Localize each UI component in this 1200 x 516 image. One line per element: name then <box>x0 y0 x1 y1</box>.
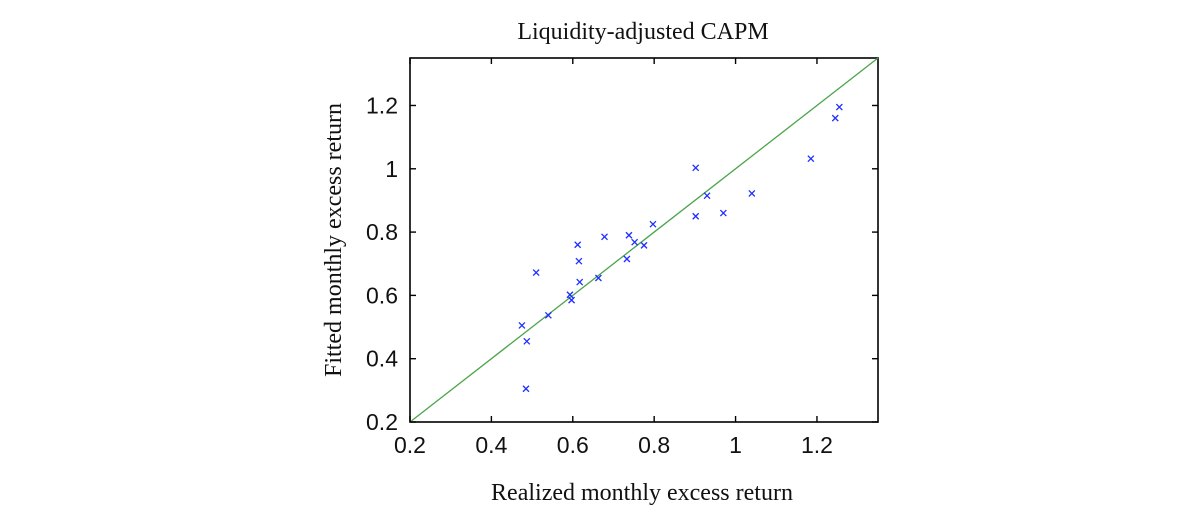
chart-title: Liquidity-adjusted CAPM <box>517 19 768 45</box>
data-point-stroke <box>748 190 756 197</box>
data-point-stroke <box>625 231 633 239</box>
data-point <box>518 322 526 329</box>
data-points-layer <box>518 103 843 393</box>
data-point <box>566 291 574 299</box>
data-point-stroke <box>601 233 608 241</box>
data-point <box>601 233 608 241</box>
data-point <box>831 114 839 122</box>
data-point-stroke <box>574 241 582 249</box>
y-tick-label: 1 <box>385 156 398 182</box>
data-point-stroke <box>692 164 700 172</box>
x-tick-label: 0.8 <box>638 432 670 458</box>
data-point-stroke <box>831 114 839 122</box>
x-tick-label: 0.4 <box>475 432 507 458</box>
y-tick-label: 0.8 <box>366 219 398 245</box>
y-tick-label: 0.4 <box>366 346 398 372</box>
data-point <box>703 192 711 200</box>
data-point-stroke <box>640 241 648 249</box>
data-point <box>523 337 531 345</box>
data-point-stroke <box>566 291 574 299</box>
data-point-stroke <box>518 322 526 329</box>
data-point <box>631 238 639 246</box>
data-point-stroke <box>594 274 602 282</box>
reference-line <box>409 57 879 423</box>
data-point-stroke <box>523 337 531 345</box>
data-point <box>835 103 843 111</box>
data-point <box>576 278 584 286</box>
data-point <box>692 164 700 172</box>
data-point-stroke <box>544 311 552 319</box>
data-point <box>522 385 530 393</box>
data-point <box>575 257 583 265</box>
data-point <box>640 241 648 249</box>
data-point-stroke <box>532 269 540 277</box>
tick-layer: 0.2 0.4 0.6 0.8 1 1.2 0.2 0.4 0.6 0.8 1 1.2 <box>366 58 878 458</box>
data-point-stroke <box>522 385 530 393</box>
data-point <box>568 296 576 304</box>
x-tick-label: 0.2 <box>394 432 426 458</box>
data-point-stroke <box>835 103 843 111</box>
x-tick-label: 0.6 <box>557 432 589 458</box>
data-point <box>719 209 727 217</box>
data-point <box>532 269 540 277</box>
data-point <box>594 274 602 282</box>
data-point <box>623 255 631 263</box>
data-point <box>649 220 657 228</box>
data-point-stroke <box>719 209 727 217</box>
data-point-stroke <box>692 212 700 220</box>
reference-line-layer <box>409 57 879 423</box>
data-point <box>748 190 756 197</box>
data-point-stroke <box>575 257 583 265</box>
x-tick-label: 1 <box>729 432 742 458</box>
data-point-stroke <box>576 278 584 286</box>
y-tick-label: 1.2 <box>366 92 398 118</box>
data-point-stroke <box>807 155 815 163</box>
plot-area-frame <box>409 57 879 423</box>
data-point-stroke <box>568 296 576 304</box>
data-point <box>807 155 815 163</box>
data-point-stroke <box>703 192 711 200</box>
y-tick-label: 0.6 <box>366 282 398 308</box>
y-tick-label: 0.2 <box>366 409 398 435</box>
data-point <box>692 212 700 220</box>
y-axis-label: Fitted monthly excess return <box>321 103 347 377</box>
data-point-stroke <box>649 220 657 228</box>
x-axis-label: Realized monthly excess return <box>491 480 793 506</box>
data-point <box>574 241 582 249</box>
x-tick-label: 1.2 <box>801 432 833 458</box>
data-point <box>544 311 552 319</box>
data-point <box>625 231 633 239</box>
data-point-stroke <box>631 238 639 246</box>
data-point-stroke <box>623 255 631 263</box>
